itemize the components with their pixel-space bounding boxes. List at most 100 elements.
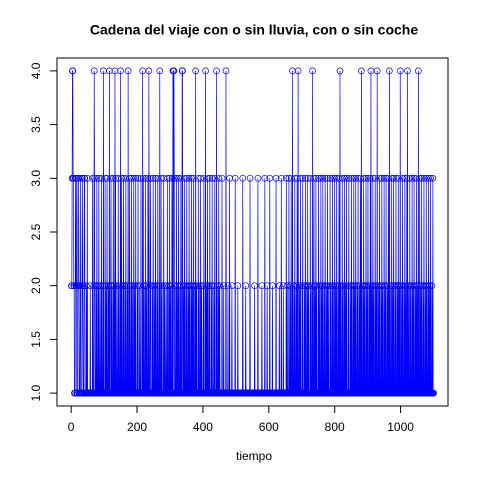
- data-point: [197, 174, 204, 182]
- data-point: [364, 174, 372, 182]
- data-point: [272, 174, 280, 182]
- data-point: [368, 282, 376, 290]
- y-tick-label: 1.5: [29, 331, 43, 348]
- data-point: [416, 174, 424, 182]
- data-point: [377, 282, 385, 290]
- data-point: [134, 282, 141, 290]
- data-point: [326, 174, 334, 182]
- data-point: [425, 174, 432, 182]
- data-point: [315, 174, 322, 182]
- data-point: [429, 174, 437, 182]
- data-point: [408, 174, 416, 182]
- data-point: [427, 174, 434, 182]
- data-point: [132, 174, 140, 182]
- data-point: [412, 282, 419, 290]
- data-point: [203, 282, 210, 290]
- data-point: [369, 174, 377, 182]
- data-point: [357, 174, 364, 182]
- data-point: [269, 282, 276, 290]
- data-point: [430, 389, 437, 397]
- data-point: [275, 282, 283, 290]
- data-point: [93, 174, 101, 182]
- data-point: [426, 282, 433, 290]
- data-point: [362, 174, 370, 182]
- data-point: [341, 174, 348, 182]
- data-point: [347, 282, 354, 290]
- data-point: [156, 67, 164, 75]
- data-point: [122, 174, 130, 182]
- data-point: [213, 67, 220, 75]
- data-point: [167, 282, 174, 290]
- data-point: [119, 282, 127, 290]
- data-point: [118, 174, 125, 182]
- data-point: [146, 282, 154, 290]
- data-point: [181, 174, 188, 182]
- data-point: [111, 67, 119, 75]
- data-point: [145, 67, 153, 75]
- data-point: [90, 67, 98, 75]
- data-point: [393, 282, 401, 290]
- data-point: [361, 282, 369, 290]
- data-point: [351, 282, 359, 290]
- x-tick-label: 400: [193, 420, 213, 434]
- data-point: [319, 174, 327, 182]
- x-tick-label: 0: [68, 420, 75, 434]
- data-point: [170, 174, 178, 182]
- data-point: [363, 282, 371, 290]
- data-point: [211, 174, 219, 182]
- data-point: [144, 174, 152, 182]
- data-point: [294, 67, 302, 75]
- data-point: [77, 174, 84, 182]
- data-point: [290, 282, 298, 290]
- data-point: [108, 282, 116, 290]
- data-point: [91, 174, 98, 182]
- data-point: [422, 174, 430, 182]
- data-point: [385, 174, 392, 182]
- data-point: [413, 174, 420, 182]
- data-point: [123, 282, 131, 290]
- data-point: [179, 67, 186, 75]
- data-point: [325, 282, 332, 290]
- data-point: [407, 282, 415, 290]
- data-point: [277, 174, 285, 182]
- data-point: [222, 67, 230, 75]
- data-point: [289, 67, 296, 75]
- data-point: [329, 174, 336, 182]
- data-point: [205, 282, 213, 290]
- data-point: [318, 282, 326, 290]
- data-point: [81, 174, 89, 182]
- data-point: [128, 174, 135, 182]
- data-point: [334, 282, 342, 290]
- y-tick-label: 3.5: [29, 116, 43, 133]
- data-point: [398, 282, 405, 290]
- x-tick-label: 600: [259, 420, 279, 434]
- data-point: [185, 174, 193, 182]
- data-point: [163, 174, 171, 182]
- data-point: [338, 174, 346, 182]
- data-point: [402, 282, 410, 290]
- data-point: [293, 174, 301, 182]
- data-point: [335, 174, 343, 182]
- data-point: [307, 282, 315, 290]
- data-point: [162, 282, 170, 290]
- data-point: [189, 282, 196, 290]
- data-point: [373, 67, 381, 75]
- data-point: [131, 282, 139, 290]
- data-point: [82, 282, 90, 290]
- data-point: [410, 174, 418, 182]
- data-point: [405, 282, 412, 290]
- data-point: [392, 174, 400, 182]
- data-point: [387, 282, 394, 290]
- data-point: [126, 282, 134, 290]
- data-point: [165, 282, 173, 290]
- data-point: [224, 282, 232, 290]
- data-point: [106, 67, 113, 75]
- data-point: [356, 282, 363, 290]
- data-point: [296, 282, 303, 290]
- data-point: [371, 174, 379, 182]
- data-point: [310, 174, 318, 182]
- data-point: [124, 67, 132, 75]
- data-point: [239, 174, 247, 182]
- data-point: [216, 282, 224, 290]
